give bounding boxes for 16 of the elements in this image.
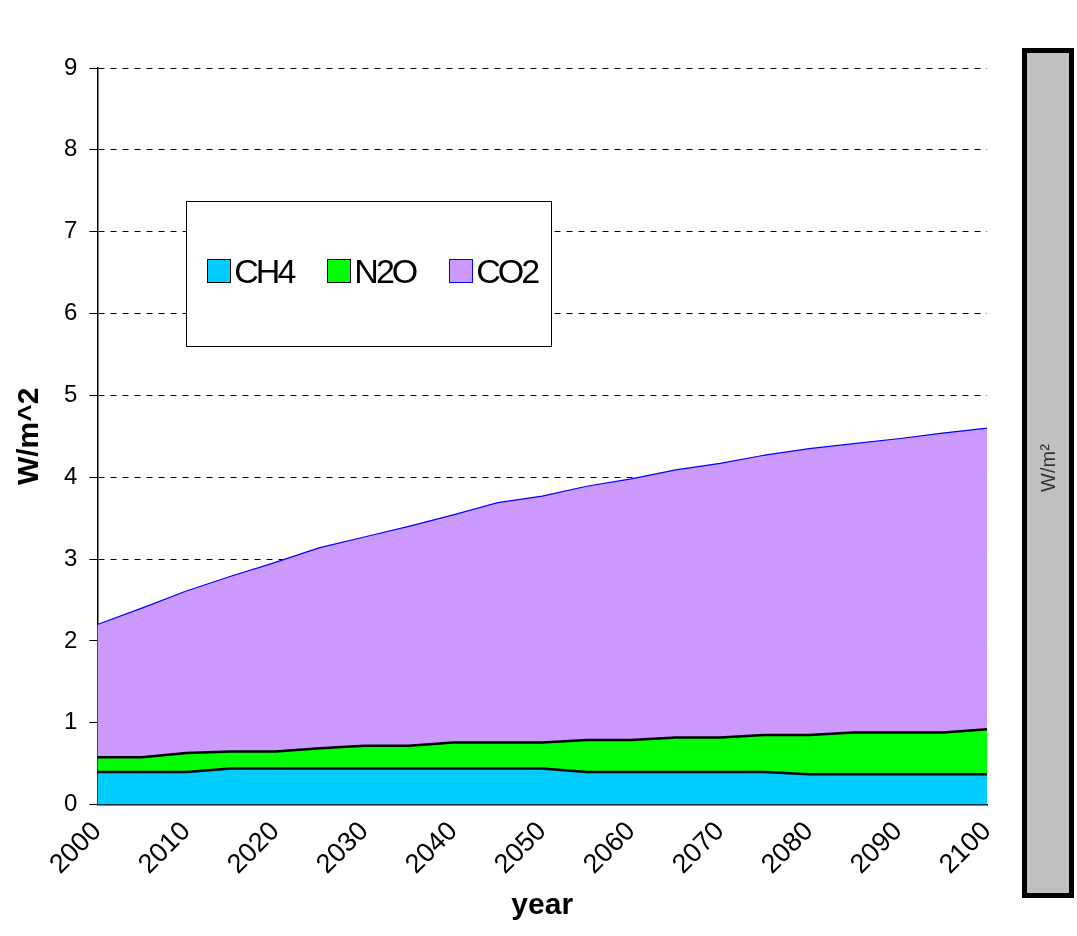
y-tick-label: 7 bbox=[63, 216, 78, 244]
y-tick-label: 2 bbox=[63, 625, 78, 653]
y-tick-label: 3 bbox=[63, 543, 78, 571]
y-tick-label: 4 bbox=[63, 461, 78, 489]
y-tick-label: 6 bbox=[63, 298, 78, 326]
x-axis-title: year bbox=[511, 887, 574, 921]
text: W/m² bbox=[1036, 444, 1060, 492]
y-tick-label: 0 bbox=[63, 789, 78, 817]
legend-label: CH4 bbox=[234, 251, 294, 291]
y-tick-label: 9 bbox=[63, 52, 78, 80]
y-tick-label: 8 bbox=[63, 134, 78, 162]
legend-label: N2O bbox=[354, 251, 416, 291]
legend-label: CO2 bbox=[476, 251, 538, 291]
y-axis-title: W/m^2 bbox=[11, 387, 45, 486]
y-tick-label: 5 bbox=[63, 380, 78, 408]
y-tick-label: 1 bbox=[63, 707, 78, 735]
